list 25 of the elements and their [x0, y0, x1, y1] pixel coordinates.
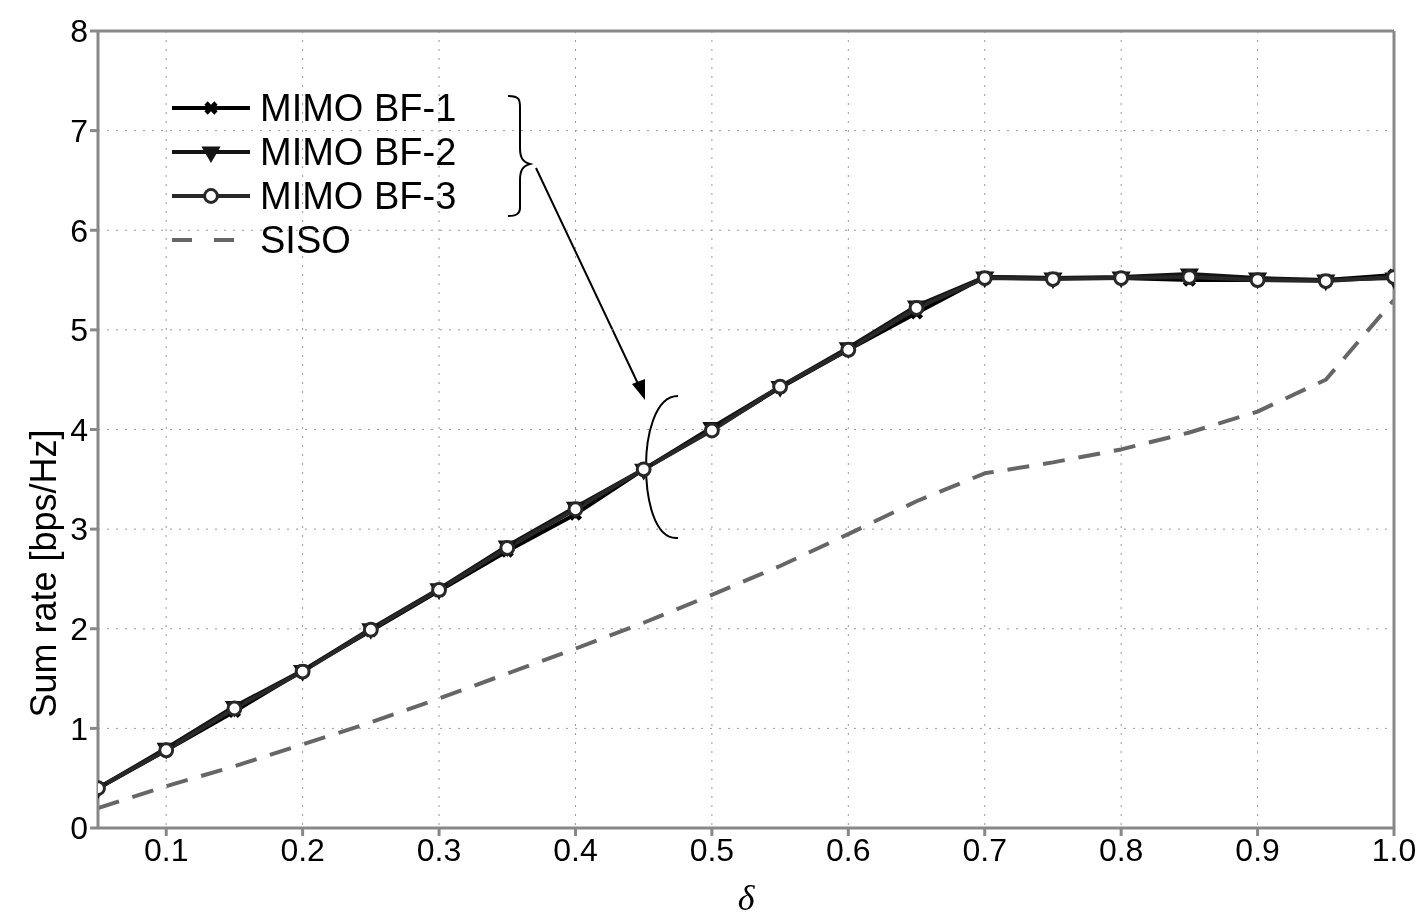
x-tick-label: 0.9: [1235, 831, 1280, 868]
y-tick-label: 1: [70, 710, 88, 747]
x-tick-label: 0.2: [280, 831, 325, 868]
x-tick-label: 0.3: [416, 831, 462, 868]
y-axis-title: Sum rate [bps/Hz]: [22, 429, 64, 718]
y-tick-label: 2: [70, 611, 88, 648]
y-tick-label: 0: [70, 810, 88, 847]
y-tick-label: 7: [70, 112, 88, 149]
x-axis-title: δ: [737, 878, 756, 918]
x-tick-label: 1.0: [1371, 831, 1417, 868]
x-tick-label: 0.1: [143, 831, 189, 868]
x-tick-label: 0.4: [553, 831, 598, 868]
y-tick-label: 5: [70, 312, 88, 349]
legend-label: SISO: [260, 218, 351, 262]
x-tick-label: 0.5: [689, 831, 735, 868]
y-tick-label: 3: [70, 511, 88, 548]
legend-label: MIMO BF-1: [260, 86, 457, 130]
y-tick-label: 4: [70, 411, 88, 448]
x-tick-label: 0.6: [826, 831, 871, 868]
legend-label: MIMO BF-2: [260, 130, 457, 174]
x-tick-label: 0.8: [1098, 831, 1144, 868]
y-tick-label: 6: [70, 212, 88, 249]
y-tick-label: 8: [70, 13, 88, 50]
x-tick-label: 0.7: [962, 831, 1007, 868]
legend-label: MIMO BF-3: [260, 174, 457, 218]
